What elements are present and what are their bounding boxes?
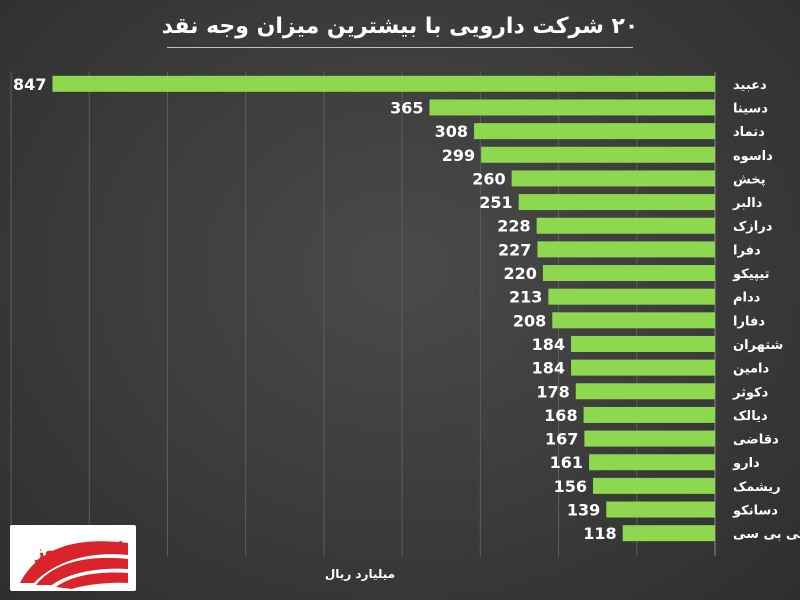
bar-14 [575, 383, 715, 400]
data-label: 847 [13, 75, 46, 94]
data-label: 156 [554, 477, 587, 496]
category-label: دالبر [732, 196, 763, 211]
data-label: 227 [498, 240, 531, 259]
category-label: دسینا [733, 101, 768, 116]
bar-12 [571, 335, 715, 352]
category-label: دکوثر [732, 385, 769, 400]
bar-2 [429, 99, 715, 116]
bar-16 [584, 430, 715, 447]
data-label: 308 [435, 122, 468, 141]
data-label: 167 [545, 430, 578, 449]
data-label: 299 [442, 146, 475, 165]
data-label: 118 [583, 524, 616, 543]
bar-19 [606, 501, 715, 518]
data-label: 260 [472, 169, 505, 188]
bar-13 [571, 359, 715, 376]
bar-9 [542, 265, 715, 282]
category-label: ریشمک [733, 480, 781, 495]
category-label: دفرا [733, 243, 761, 258]
bars [52, 75, 716, 542]
category-label: ددام [733, 291, 761, 306]
category-label: دسانکو [732, 504, 778, 519]
unit-label: میلیارد ریال [325, 567, 395, 581]
bar-20 [622, 525, 715, 542]
bar-17 [589, 454, 715, 471]
bar-15 [583, 406, 715, 423]
bar-18 [592, 477, 715, 494]
bar-4 [481, 146, 715, 163]
data-label: 208 [513, 311, 546, 330]
category-label: پخش [733, 172, 766, 187]
data-label: 139 [567, 501, 600, 520]
category-label: دعبید [733, 78, 767, 93]
bar-6 [518, 194, 715, 211]
data-label: 213 [509, 288, 542, 307]
bar-8 [537, 241, 715, 258]
bar-1 [52, 75, 716, 92]
data-label: 365 [390, 98, 423, 117]
data-label: 161 [550, 453, 583, 472]
data-label: 178 [536, 382, 569, 401]
labels: 847 دعبید 365 دسینا 308 دتماد 299 داسوه 260 پخش 25… [13, 75, 800, 543]
category-label: تیپیکو [732, 267, 770, 282]
chart-title: ۲۰ شرکت دارویی با بیشترین میزان وجه نقد [161, 14, 639, 39]
category-label: دقاضی [733, 433, 779, 448]
category-label: کی بی سی [733, 527, 800, 542]
category-label: دارو [732, 456, 760, 471]
data-label: 168 [544, 406, 577, 425]
category-label: دتماد [733, 125, 765, 140]
category-label: دیالک [733, 409, 768, 424]
bar-11 [552, 312, 715, 329]
logo-graphic-icon [20, 541, 128, 589]
category-label: دفارا [733, 314, 765, 329]
category-label: دامین [733, 362, 770, 377]
category-label: داسوه [733, 149, 773, 164]
category-label: درازک [733, 220, 773, 235]
data-label: 184 [532, 359, 565, 378]
data-label: 251 [479, 193, 512, 212]
logo: بورس نیوز [10, 525, 136, 591]
data-label: 184 [532, 335, 565, 354]
bar-7 [536, 217, 715, 234]
bar-3 [474, 123, 715, 140]
data-label: 220 [504, 264, 537, 283]
bar-5 [511, 170, 715, 187]
data-label: 228 [497, 217, 530, 236]
category-label: شتهران [733, 338, 783, 353]
bar-10 [548, 288, 715, 305]
title-underline [167, 47, 633, 48]
